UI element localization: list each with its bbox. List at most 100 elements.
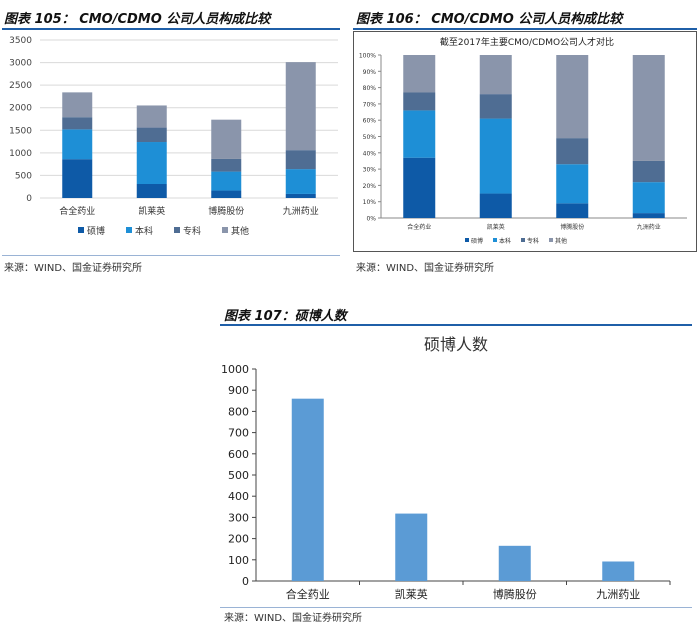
- legend-swatch: [222, 227, 228, 233]
- x-tick-label: 凯莱英: [487, 223, 505, 231]
- y-tick-label: 100%: [359, 53, 376, 60]
- x-tick-label: 九洲药业: [596, 588, 640, 601]
- x-tick-label: 合全药业: [59, 205, 95, 217]
- figure-105-title: 图表 105： CMO/CDMO 公司人员构成比较: [4, 12, 271, 27]
- figure-106-rule: [353, 28, 697, 30]
- x-tick-label: 博腾股份: [208, 205, 244, 217]
- bar: [498, 545, 531, 581]
- bar-segment: [136, 127, 167, 143]
- figure-107-title: 图表 107：硕博人数: [224, 309, 347, 324]
- legend-label: 本科: [499, 237, 511, 245]
- x-tick-label: 博腾股份: [560, 223, 584, 231]
- bar-segment: [479, 94, 512, 119]
- bar-segment: [285, 62, 316, 151]
- legend-swatch: [521, 238, 525, 242]
- figure-107-rule: [220, 324, 692, 326]
- bar-segment: [62, 92, 93, 118]
- bar-segment: [632, 182, 665, 214]
- y-tick-label: 0: [242, 575, 249, 588]
- bar-segment: [556, 138, 589, 165]
- bar-segment: [403, 55, 436, 93]
- bar-segment: [285, 169, 316, 194]
- y-tick-label: 0: [26, 194, 32, 204]
- y-tick-label: 0%: [366, 216, 376, 223]
- legend-swatch: [126, 227, 132, 233]
- bar-segment: [285, 150, 316, 170]
- bar: [291, 398, 324, 581]
- bar-segment: [62, 159, 93, 198]
- legend-label: 硕博: [471, 237, 483, 245]
- legend-label: 其他: [231, 225, 249, 237]
- legend-label: 专科: [183, 225, 201, 237]
- y-tick-label: 30%: [363, 167, 377, 174]
- y-tick-label: 20%: [363, 183, 377, 190]
- figure-105-rule: [2, 28, 340, 30]
- bar-segment: [632, 213, 665, 218]
- x-tick-label: 九洲药业: [637, 223, 661, 231]
- y-tick-label: 2500: [9, 81, 32, 91]
- figure-105-source: 来源：WIND、国金证券研究所: [4, 263, 143, 274]
- chart-frame: [353, 31, 697, 252]
- y-tick-label: 800: [228, 405, 249, 418]
- x-tick-label: 凯莱英: [395, 587, 428, 601]
- y-tick-label: 40%: [363, 150, 377, 157]
- x-tick-label: 合全药业: [407, 223, 431, 231]
- bar-segment: [403, 110, 436, 158]
- legend-label: 硕博: [87, 225, 105, 237]
- bar-segment: [632, 55, 665, 161]
- y-tick-label: 2000: [9, 104, 32, 114]
- bar-segment: [556, 164, 589, 204]
- bar-segment: [136, 142, 167, 185]
- bar-segment: [136, 105, 167, 128]
- y-tick-label: 10%: [363, 199, 377, 206]
- x-tick-label: 九洲药业: [283, 206, 319, 217]
- y-tick-label: 70%: [363, 101, 377, 108]
- x-tick-label: 合全药业: [286, 587, 330, 601]
- y-tick-label: 400: [228, 490, 249, 503]
- y-tick-label: 500: [15, 171, 32, 181]
- bar-segment: [211, 158, 242, 172]
- figure-105-source-rule: [2, 255, 340, 256]
- figure-106-source: 来源：WIND、国金证券研究所: [356, 263, 495, 274]
- y-tick-label: 900: [228, 384, 249, 397]
- figure-106-title: 图表 106： CMO/CDMO 公司人员构成比较: [356, 12, 623, 27]
- figure-107-source: 来源：WIND、国金证券研究所: [224, 613, 363, 624]
- bar-segment: [211, 119, 242, 159]
- legend-swatch: [465, 238, 469, 242]
- y-tick-label: 90%: [363, 69, 377, 76]
- y-tick-label: 50%: [363, 134, 377, 141]
- chart-106: 截至2017年主要CMO/CDMO公司人才对比 0% 10% 20% 30% 40% 50%…: [353, 31, 697, 252]
- legend-swatch: [78, 227, 84, 233]
- figure-107-source-rule: [220, 607, 692, 608]
- legend-swatch: [493, 238, 497, 242]
- bar-segment: [403, 92, 436, 111]
- y-tick-label: 700: [228, 427, 249, 440]
- y-tick-label: 200: [228, 533, 249, 546]
- bar-segment: [211, 190, 242, 198]
- x-tick-label: 凯莱英: [138, 205, 165, 217]
- legend-label: 专科: [527, 237, 539, 245]
- bar-segment: [556, 55, 589, 139]
- y-tick-label: 500: [228, 469, 249, 482]
- bar-segment: [211, 171, 242, 191]
- chart-105: 0 500 1000 1500 2000 2500 3000 3500 合全药业 凯莱英 博腾股份 九…: [9, 36, 338, 237]
- bar-segment: [136, 184, 167, 198]
- bar: [395, 513, 428, 581]
- bar-segment: [285, 193, 316, 198]
- bar-segment: [62, 117, 93, 130]
- legend-label: 其他: [555, 237, 567, 245]
- y-tick-label: 1000: [221, 363, 249, 376]
- bar-segment: [479, 118, 512, 194]
- bar-segment: [479, 55, 512, 95]
- bar-segment: [632, 160, 665, 183]
- bar-segment: [403, 157, 436, 218]
- y-tick-label: 300: [228, 511, 249, 524]
- legend-swatch: [549, 238, 553, 242]
- chart-107: 硕博人数 0 100 200 300 400 500 600 700 800 900 1000 合全药业…: [221, 335, 671, 601]
- y-tick-label: 3000: [9, 59, 32, 69]
- y-tick-label: 600: [228, 448, 249, 461]
- y-tick-label: 100: [228, 554, 249, 567]
- bar-segment: [556, 203, 589, 218]
- chart-title: 截至2017年主要CMO/CDMO公司人才对比: [440, 36, 614, 48]
- bar-segment: [62, 129, 93, 160]
